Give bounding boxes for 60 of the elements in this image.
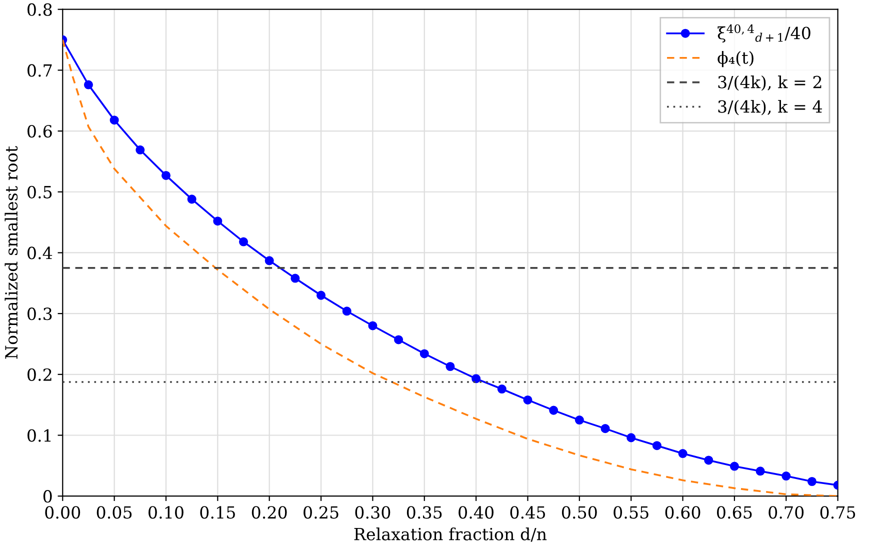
y-axis-title: Normalized smallest root <box>4 146 18 359</box>
x-tick-label: 0.70 <box>768 506 804 519</box>
x-axis-title: Relaxation fraction d/n <box>354 528 547 542</box>
point <box>756 466 765 476</box>
point <box>239 237 248 246</box>
x-tick-label: 0.60 <box>665 506 700 519</box>
y-tick-label: 0.2 <box>28 368 52 381</box>
x-tick-label: 0.75 <box>820 506 856 519</box>
point <box>446 362 455 372</box>
x-tick-label: 0.35 <box>406 506 442 519</box>
point <box>626 433 636 442</box>
point <box>600 424 610 434</box>
point <box>136 145 145 154</box>
point <box>187 194 196 204</box>
point <box>316 290 326 300</box>
point <box>730 462 739 471</box>
point <box>678 448 688 458</box>
x-tick-label: 0.55 <box>614 506 648 519</box>
point <box>574 416 584 425</box>
y-tick-label: 0.7 <box>28 64 52 77</box>
point <box>342 306 352 316</box>
point <box>497 384 506 394</box>
x-tick-label: 0.00 <box>45 506 80 519</box>
x-tick-label: 0.20 <box>252 506 287 519</box>
y-tick-label: 0.3 <box>28 308 52 320</box>
x-tick-label: 0.15 <box>200 506 235 519</box>
legend-label: ξ$^{40,4}$$_{d+1}$/40 <box>718 24 810 43</box>
y-tick-label: 0.8 <box>28 3 52 16</box>
point <box>420 349 429 358</box>
x-tick-label: 0.45 <box>510 506 546 519</box>
x-tick-label: 0.30 <box>355 506 390 519</box>
x-tick-label: 0.25 <box>304 506 338 519</box>
x-tick-label: 0.40 <box>458 506 494 519</box>
point <box>652 441 662 450</box>
point <box>110 116 119 125</box>
x-tick-label: 0.65 <box>717 506 752 519</box>
y-tick-label: 0.6 <box>28 125 52 138</box>
point <box>472 374 481 384</box>
x-tick-label: 0.05 <box>96 506 132 519</box>
point <box>368 321 378 330</box>
y-tick-label: 0.5 <box>28 186 52 198</box>
point <box>704 456 714 465</box>
y-tick-label: 0.1 <box>28 429 51 442</box>
point <box>264 256 274 266</box>
y-tick-label: 0.4 <box>28 246 52 260</box>
point <box>523 395 532 404</box>
legend-label: 3/(4k), k = 4 <box>718 100 822 116</box>
legend-label: 3/(4k), k = 2 <box>718 75 822 91</box>
x-tick-label: 0.50 <box>562 506 597 519</box>
y-tick-label: 0 <box>43 490 52 503</box>
x-tick-label: 0.10 <box>148 506 184 519</box>
legend-label: ϕ₄(t) <box>718 51 754 68</box>
point <box>549 406 558 415</box>
point <box>782 472 791 481</box>
point <box>84 80 93 90</box>
point <box>394 335 404 344</box>
point <box>290 274 300 283</box>
point <box>807 476 816 486</box>
point <box>213 216 222 226</box>
point <box>161 170 171 180</box>
